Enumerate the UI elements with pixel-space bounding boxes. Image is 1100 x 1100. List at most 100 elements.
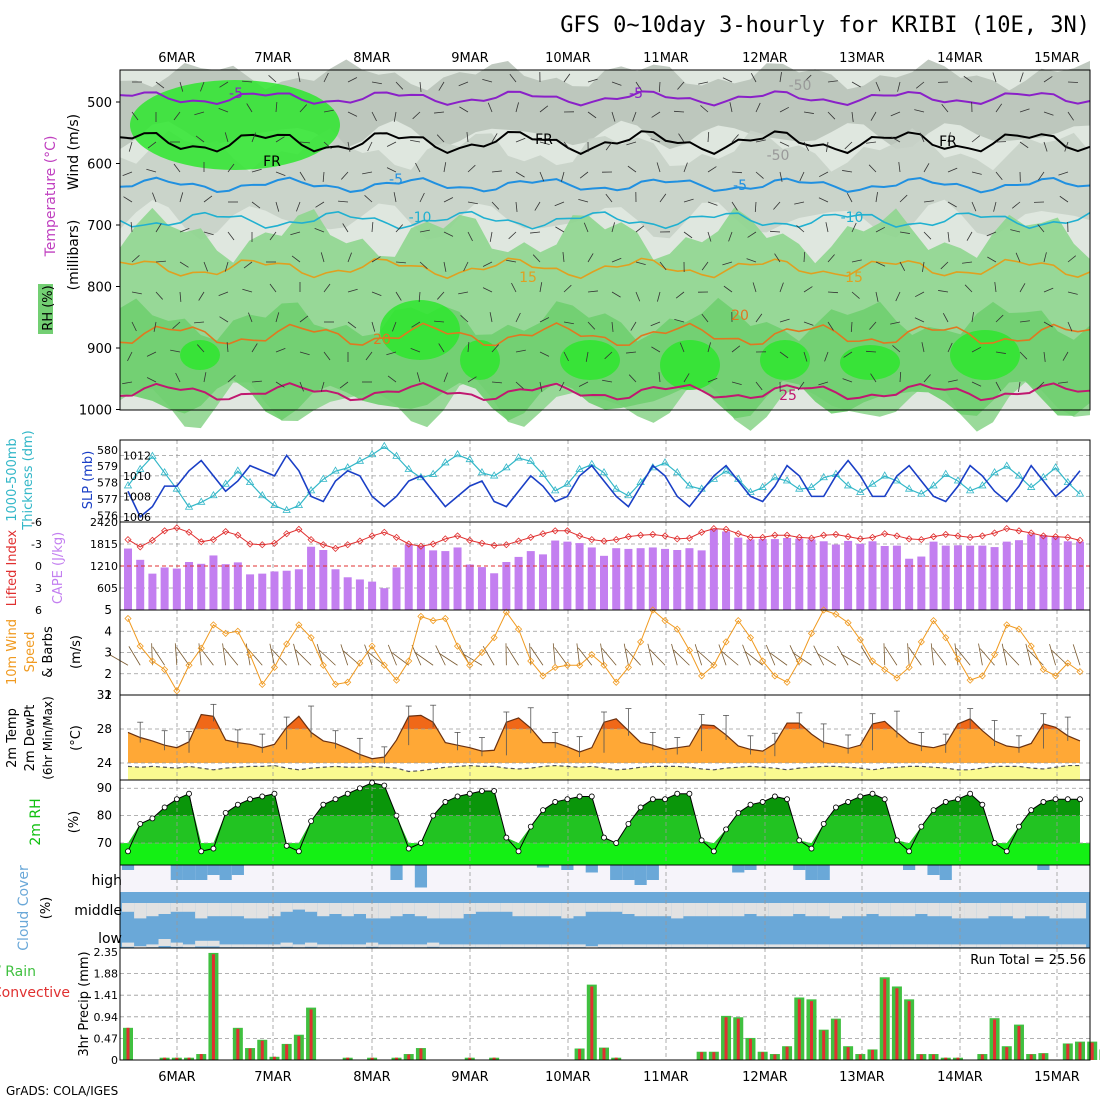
rh-point (405, 845, 412, 852)
thickness-point (380, 441, 389, 449)
wind-barb (1025, 643, 1032, 666)
cloud-middle-gap (597, 903, 611, 912)
wind-barb (942, 312, 949, 323)
wind-barb (561, 171, 565, 182)
date-tick-label: 9MAR (451, 1070, 488, 1085)
cape-tick-label: 605 (97, 582, 118, 595)
wind-barb (108, 653, 129, 666)
rh-high-patch (760, 340, 810, 380)
wind-barb (131, 321, 137, 332)
wind-barb (632, 111, 637, 122)
wind-barb (227, 231, 235, 241)
contour-label: 15 (519, 270, 537, 286)
wind-barb (683, 373, 690, 383)
wind-barb (799, 171, 805, 182)
li-point (1076, 536, 1084, 544)
rh-point (234, 801, 241, 808)
wind-barb (963, 75, 973, 83)
date-tick-label: 8MAR (353, 1070, 390, 1085)
thickness-point (172, 484, 182, 492)
cape-bar (1076, 541, 1084, 610)
cape-tick-label: 2420 (90, 516, 118, 529)
wind-barb (651, 346, 661, 353)
wind-barb (173, 163, 181, 173)
rh-band (120, 59, 1090, 150)
axis-label: Total / Rain (0, 964, 36, 980)
wind-barb (742, 644, 751, 666)
wind-barb (491, 133, 498, 143)
li-point (161, 527, 169, 535)
wind-barb (487, 102, 493, 113)
wind-speed-point (173, 687, 181, 695)
wind-barb (964, 284, 973, 293)
rh-point (418, 840, 424, 846)
cloud-low-gap (219, 944, 232, 948)
wind-barb (155, 81, 165, 89)
wind-barb (296, 201, 301, 212)
thickness-point (392, 451, 401, 459)
cape-bar (380, 588, 389, 610)
li-point (588, 536, 596, 544)
thickness-point (880, 471, 889, 479)
cloud-low-gap (732, 944, 745, 948)
cloud-low-gap (744, 944, 757, 948)
rh-point (820, 820, 827, 827)
wind-speed-point (637, 638, 645, 646)
wind-barb (443, 197, 454, 203)
cape-bar (587, 547, 596, 610)
wind-barb (386, 167, 397, 173)
wind-barb (683, 231, 693, 239)
wind-barb (362, 171, 373, 175)
wind-barb (728, 231, 733, 242)
cape-bar (661, 548, 670, 610)
wind-barb (656, 162, 661, 173)
cloud-middle-gap (988, 903, 1001, 917)
wind-barb (195, 135, 205, 143)
wind-barb (128, 141, 133, 152)
wind-barb (891, 136, 901, 143)
cape-bar (880, 546, 889, 610)
cape-bar (722, 531, 731, 610)
cape-bar (844, 540, 853, 610)
date-tick-label: 12MAR (742, 51, 788, 66)
precip-convective-bar (1041, 1053, 1045, 1060)
wind-barb (269, 283, 277, 293)
wind-barb (707, 342, 711, 353)
wind-barb (779, 106, 790, 113)
wind-barb (978, 643, 983, 666)
wind-barb (146, 168, 157, 173)
axis-label: (%) (39, 897, 54, 920)
cloud-middle-gap (939, 903, 952, 917)
cloud-high-bar (121, 865, 135, 870)
wind-barb (506, 646, 519, 666)
wind-barb (506, 259, 517, 263)
wind-barb (458, 291, 469, 295)
wind-barb (443, 162, 447, 173)
wind-barb (851, 291, 860, 299)
li-point (563, 527, 571, 535)
wind-barb (890, 111, 901, 117)
cape-bar (990, 547, 999, 610)
wind-barb (884, 646, 898, 666)
precip-convective-bar (468, 1057, 472, 1060)
wind-barb (245, 643, 251, 666)
wind-barb (436, 134, 445, 143)
precip-tick-label: 2.35 (94, 946, 119, 959)
thickness-point (245, 477, 255, 486)
wind-barb (755, 381, 763, 391)
rh-point (491, 788, 498, 794)
thickness-point (990, 468, 999, 476)
wind-barb (1043, 287, 1054, 293)
wind-barb (539, 171, 545, 182)
rh-point (137, 820, 144, 827)
cloud-middle-gap (756, 903, 769, 917)
cloud-middle-gap (658, 903, 672, 917)
wind-barb (1043, 351, 1046, 362)
li-point (600, 537, 608, 545)
isotherm-10 (119, 210, 1091, 230)
rh-point (332, 796, 339, 803)
date-tick-label: 15MAR (1034, 1070, 1080, 1085)
cape-bar (746, 539, 755, 610)
rh-point (308, 818, 314, 825)
